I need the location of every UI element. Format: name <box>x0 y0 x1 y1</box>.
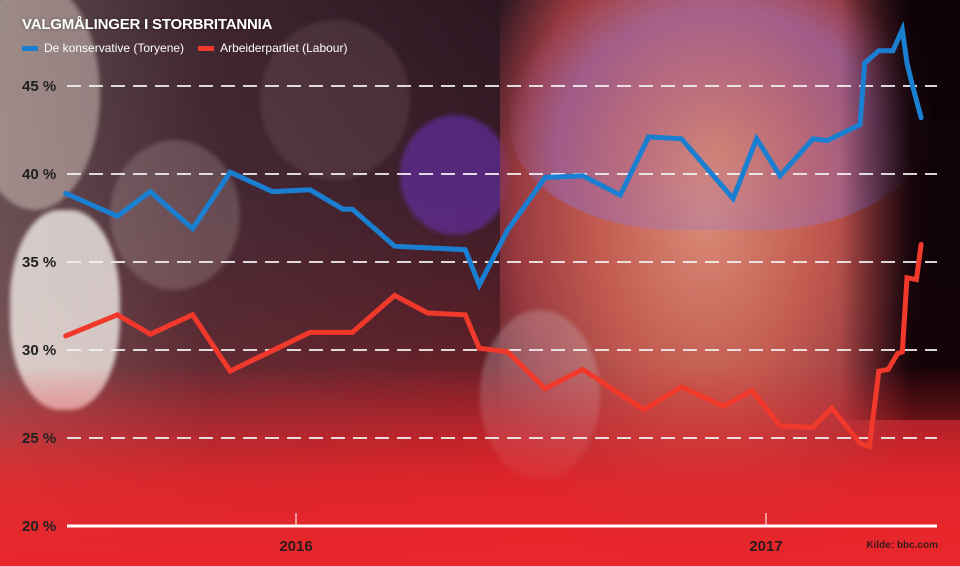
x-tick-label: 2017 <box>749 538 782 555</box>
y-tick-label: 30 % <box>22 342 56 359</box>
x-axis: 2016 2017 <box>279 513 783 555</box>
legend-swatch-conservative <box>22 45 38 51</box>
y-tick-label: 40 % <box>22 166 56 183</box>
y-tick-label: 20 % <box>22 518 56 535</box>
legend-item-labour: Arbeiderpartiet (Labour) <box>198 41 347 55</box>
x-tick-label: 2016 <box>279 538 312 555</box>
y-tick-label: 25 % <box>22 430 56 447</box>
chart-title: VALGMÅLINGER I STORBRITANNIA <box>22 16 273 33</box>
series-lines <box>63 20 924 451</box>
series-line-labour <box>63 241 924 451</box>
source-label: Kilde: bbc.com <box>866 540 938 551</box>
series-line-conservative <box>63 20 924 291</box>
gridlines <box>67 85 937 528</box>
legend-label-conservative: De konservative (Toryene) <box>44 41 185 55</box>
legend-item-conservative: De konservative (Toryene) <box>22 41 184 55</box>
y-tick-label: 45 % <box>22 78 56 95</box>
y-axis: 20 % 25 % 30 % 35 % 40 % 45 % <box>22 78 56 535</box>
legend-label-labour: Arbeiderpartiet (Labour) <box>220 41 348 55</box>
legend-swatch-labour <box>198 45 215 51</box>
legend: De konservative (Toryene) Arbeiderpartie… <box>22 41 347 55</box>
y-tick-label: 35 % <box>22 254 56 271</box>
